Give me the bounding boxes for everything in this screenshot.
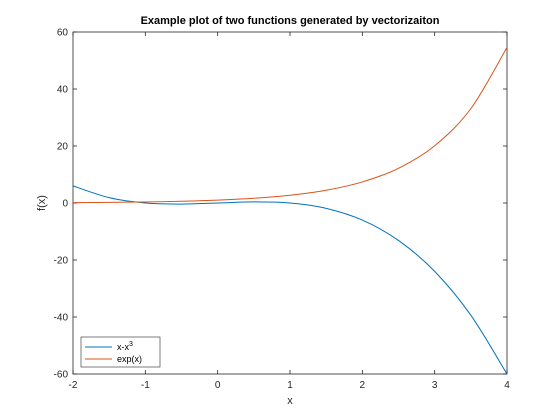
- y-tick-label: 20: [57, 142, 69, 153]
- x-tick-label: 0: [215, 380, 221, 391]
- x-tick-label: -2: [69, 380, 78, 391]
- x-tick-label: 4: [504, 380, 510, 391]
- x-tick-label: 1: [287, 380, 293, 391]
- x-axis-label: x: [287, 395, 293, 407]
- series-lines: [72, 47, 508, 375]
- y-tick-label: 0: [62, 199, 68, 210]
- y-axis-label: f(x): [36, 195, 48, 211]
- legend-box: [80, 336, 161, 368]
- x-tick-label: 3: [432, 380, 438, 391]
- chart-title: Example plot of two functions generated …: [141, 15, 440, 27]
- legend-label-x-x3: x-x3: [117, 341, 133, 352]
- y-tick-label: 60: [57, 28, 69, 39]
- y-tick-label: -60: [54, 370, 69, 381]
- series-line-1: [72, 47, 508, 204]
- x-tick-label: -1: [141, 380, 150, 391]
- legend-label-exp: exp(x): [117, 354, 142, 364]
- y-tick-label: 40: [57, 85, 69, 96]
- y-tick-label: -40: [54, 313, 69, 324]
- legend: x-x3 exp(x): [80, 336, 161, 368]
- y-tick-label: -20: [54, 256, 69, 267]
- series-line-0: [72, 185, 508, 375]
- x-tick-label: 2: [360, 380, 366, 391]
- axis-tick-labels: -2 -1 0 1 2 3 4 -60 -40 -20 0 20 40 60: [54, 28, 511, 392]
